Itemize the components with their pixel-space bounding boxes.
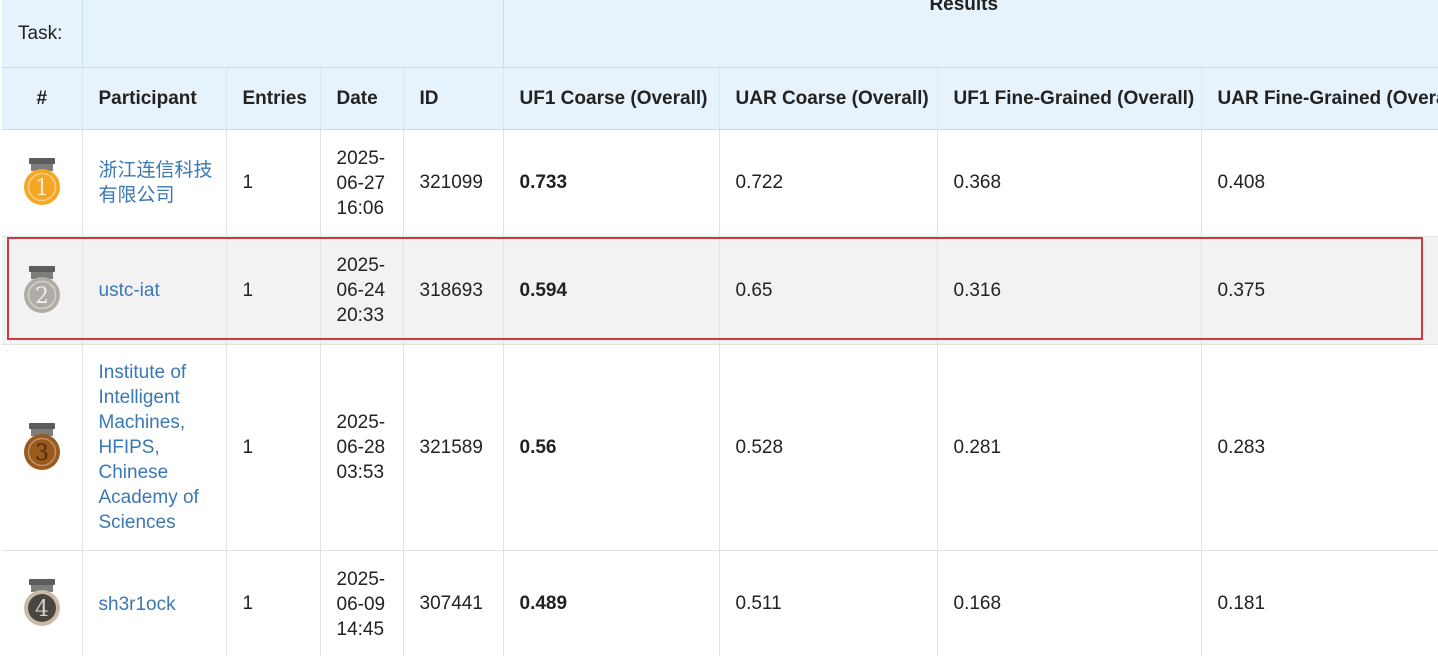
participant-cell: Institute of Intelligent Machines, HFIPS… (82, 344, 227, 551)
silver-medal-icon: 2 (23, 265, 60, 313)
participant-cell: ustc-iat (82, 236, 227, 345)
uf1-coarse-cell: 0.489 (503, 550, 720, 656)
uar-fine-cell: 0.181 (1201, 550, 1438, 656)
date-cell: 2025-06-09 14:45 (320, 550, 404, 656)
col-date[interactable]: Date (320, 67, 404, 130)
date-cell: 2025-06-27 16:06 (320, 129, 404, 237)
uar-fine-cell: 0.375 (1201, 236, 1438, 345)
uar-coarse-cell: 0.511 (719, 550, 938, 656)
table-row: 3 Institute of Intelligent Machines, HFI… (2, 344, 1438, 551)
uf1-coarse-cell: 0.733 (503, 129, 720, 237)
id-cell: 318693 (403, 236, 504, 345)
id-cell: 321589 (403, 344, 504, 551)
uar-fine-cell: 0.283 (1201, 344, 1438, 551)
col-rank[interactable]: # (2, 67, 83, 130)
results-heading: Results (502, 0, 1438, 68)
task-spacer (81, 0, 503, 68)
uf1-fine-cell: 0.316 (937, 236, 1202, 345)
id-cell: 307441 (403, 550, 504, 656)
table-row: 4 sh3r1ock 1 2025-06-09 14:45 307441 0.4… (2, 550, 1438, 656)
participant-link[interactable]: Institute of Intelligent Machines, HFIPS… (98, 362, 199, 533)
col-id[interactable]: ID (403, 67, 504, 130)
col-uf1-coarse[interactable]: UF1 Coarse (Overall) (503, 67, 720, 130)
rank-cell: 1 (2, 129, 83, 237)
uf1-fine-cell: 0.168 (937, 550, 1202, 656)
uf1-fine-cell: 0.281 (937, 344, 1202, 551)
participant-cell: 浙江连信科技有限公司 (82, 129, 227, 237)
col-participant[interactable]: Participant (82, 67, 227, 130)
rank-cell: 3 (2, 344, 83, 551)
uf1-coarse-cell: 0.594 (503, 236, 720, 345)
rank-cell: 2 (2, 236, 83, 345)
svg-text:4: 4 (35, 597, 49, 622)
svg-text:2: 2 (35, 284, 49, 309)
uar-coarse-cell: 0.528 (719, 344, 938, 551)
col-uar-fine[interactable]: UAR Fine-Grained (Overal (1201, 67, 1438, 130)
participant-link[interactable]: sh3r1ock (98, 593, 176, 615)
svg-text:3: 3 (35, 441, 49, 466)
fourth-place-medal-icon: 4 (23, 579, 60, 626)
uf1-fine-cell: 0.368 (937, 129, 1202, 237)
participant-cell: sh3r1ock (82, 550, 227, 656)
svg-text:1: 1 (35, 176, 49, 201)
uar-fine-cell: 0.408 (1201, 129, 1438, 237)
bronze-medal-icon: 3 (23, 422, 60, 470)
table-row: 1 浙江连信科技有限公司 1 2025-06-27 16:06 321099 0… (2, 129, 1438, 237)
col-uf1-fine[interactable]: UF1 Fine-Grained (Overall) (937, 67, 1202, 130)
entries-cell: 1 (226, 344, 321, 551)
col-uar-coarse[interactable]: UAR Coarse (Overall) (719, 67, 938, 130)
col-entries[interactable]: Entries (226, 67, 321, 130)
uar-coarse-cell: 0.722 (719, 129, 938, 237)
uf1-coarse-cell: 0.56 (503, 344, 720, 551)
task-label: Task: (2, 0, 82, 68)
participant-link[interactable]: ustc-iat (98, 280, 160, 301)
table-row-selected[interactable]: 2 ustc-iat 1 2025-06-24 20:33 318693 0.5… (2, 236, 1438, 345)
id-cell: 321099 (403, 129, 504, 237)
entries-cell: 1 (226, 129, 321, 237)
entries-cell: 1 (226, 550, 321, 656)
date-cell: 2025-06-24 20:33 (320, 236, 404, 345)
gold-medal-icon: 1 (23, 158, 60, 205)
date-cell: 2025-06-28 03:53 (320, 344, 404, 551)
rank-cell: 4 (2, 550, 83, 656)
entries-cell: 1 (226, 236, 321, 345)
participant-link[interactable]: 浙江连信科技有限公司 (98, 160, 213, 206)
uar-coarse-cell: 0.65 (719, 236, 938, 345)
